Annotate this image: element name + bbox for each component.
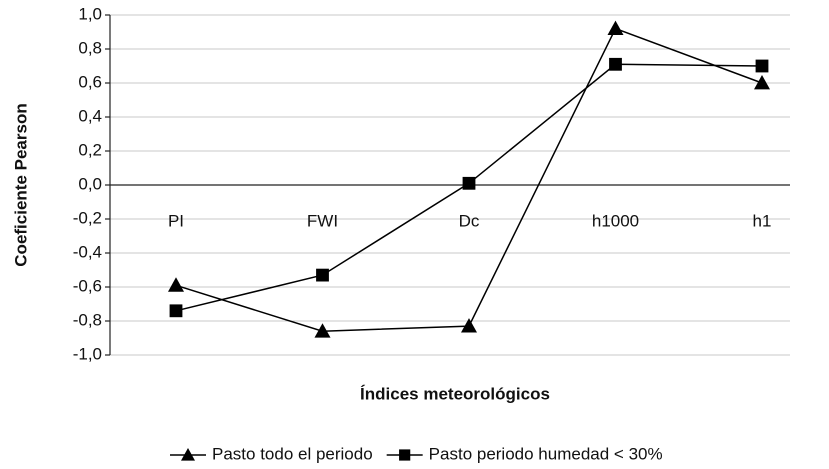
marker-square: [462, 176, 476, 190]
y-tick-label: 0,0: [78, 174, 102, 193]
marker-triangle: [181, 448, 195, 461]
x-tick-label: FWI: [307, 211, 338, 230]
y-tick-label: -0,8: [73, 310, 102, 329]
y-tick-label: -0,2: [73, 208, 102, 227]
y-tick-label: 0,2: [78, 140, 102, 159]
marker-triangle: [461, 318, 477, 333]
legend-label: Pasto todo el periodo: [212, 444, 373, 463]
marker-square: [169, 304, 183, 318]
y-tick-label: -0,4: [73, 242, 102, 261]
y-tick-label: 0,6: [78, 72, 102, 91]
marker-triangle: [754, 75, 770, 90]
y-tick-label: -1,0: [73, 344, 102, 363]
marker-triangle: [168, 277, 184, 292]
marker-square: [399, 449, 411, 461]
y-tick-label: 0,4: [78, 106, 102, 125]
marker-square: [316, 268, 329, 282]
marker-triangle: [314, 323, 331, 338]
y-tick-label: 1,0: [78, 4, 102, 23]
x-tick-label: PI: [168, 211, 184, 230]
y-tick-label: -0,6: [73, 276, 102, 295]
x-tick-label: Dc: [459, 211, 480, 230]
legend-label: Pasto periodo humedad < 30%: [429, 444, 663, 463]
y-axis-label: Coeficiente Pearson: [11, 103, 30, 266]
x-axis-label: Índices meteorológicos: [360, 384, 550, 403]
marker-square: [755, 59, 769, 73]
x-tick-label: h1000: [592, 211, 639, 230]
y-tick-label: 0,8: [78, 38, 102, 57]
marker-triangle: [607, 20, 624, 35]
x-tick-label: h1: [753, 211, 772, 230]
marker-square: [609, 57, 622, 71]
